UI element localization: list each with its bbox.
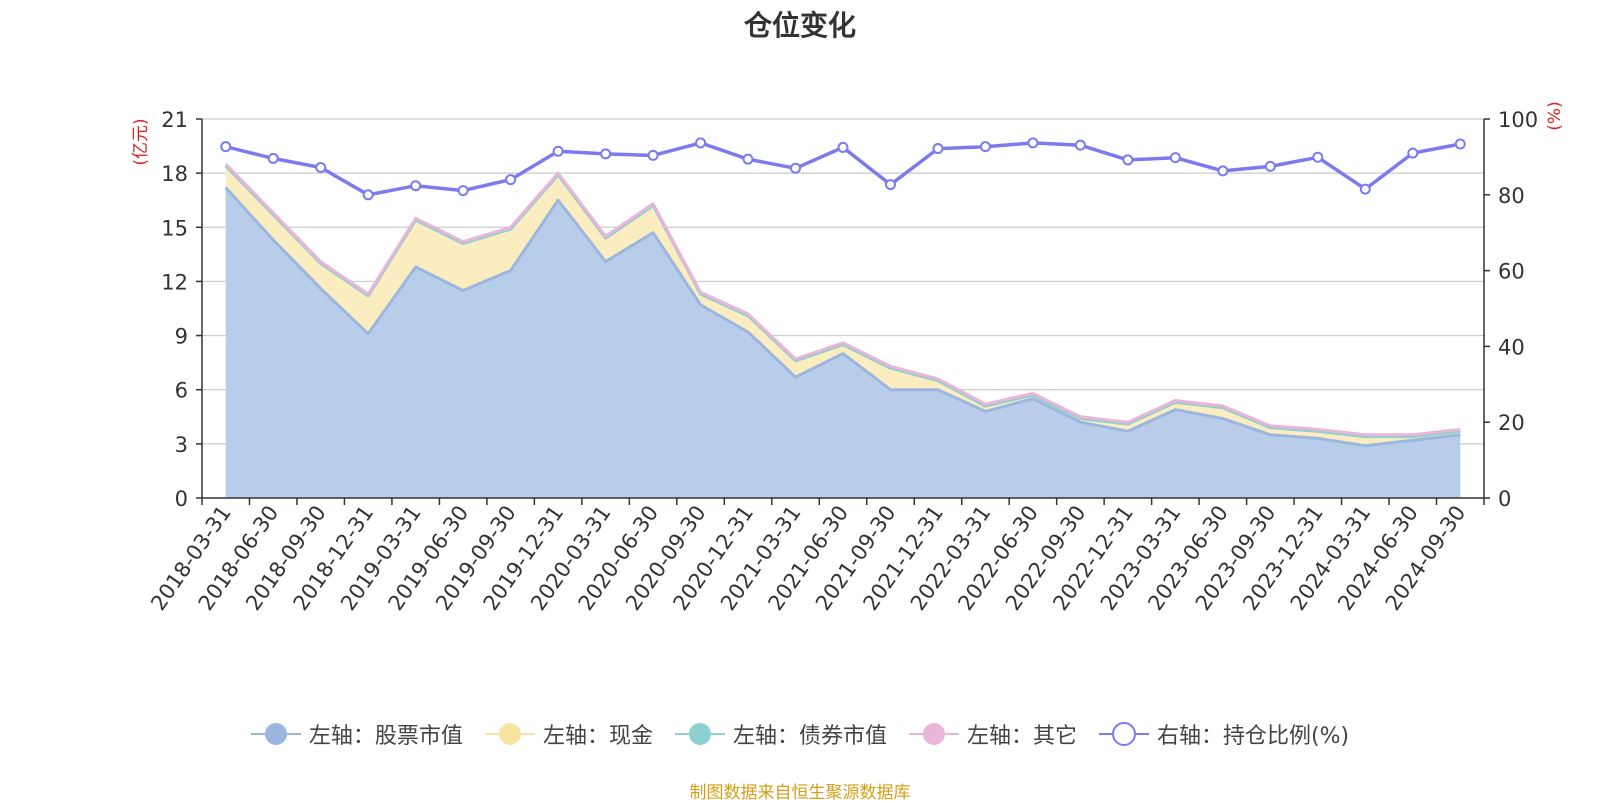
area-line-0	[224, 186, 1461, 448]
y-right-tick-label: 40	[1498, 335, 1525, 359]
ratio-point	[647, 149, 659, 161]
legend-item-cash[interactable]: 左轴：现金	[484, 718, 653, 750]
y-left-tick-label: 21	[161, 108, 188, 132]
ratio-point	[267, 152, 279, 164]
y-axis-right-label: (%)	[1545, 101, 1565, 130]
y-right-tick-label: 20	[1498, 411, 1525, 435]
area-series	[225, 164, 1461, 498]
ratio-point	[742, 153, 754, 165]
area-line-3	[224, 163, 1461, 437]
ratio-point	[1027, 137, 1039, 149]
y-left-tick-label: 3	[175, 433, 188, 457]
ratio-point	[410, 180, 422, 192]
ratio-point	[315, 162, 327, 174]
legend-label-stock: 左轴：股票市值	[308, 724, 463, 749]
y-axis-left-label: (亿元)	[131, 118, 151, 165]
ratio-point	[979, 141, 991, 153]
legend-item-other[interactable]: 左轴：其它	[908, 718, 1077, 750]
ratio-points	[220, 137, 1466, 201]
ratio-point	[1217, 165, 1229, 177]
ratio-point	[1074, 139, 1086, 151]
y-left-tick-label: 15	[161, 216, 188, 240]
ratio-point	[457, 185, 469, 197]
ratio-point	[695, 137, 707, 149]
ratio-point	[837, 141, 849, 153]
ratio-point	[790, 162, 802, 174]
y-left-tick-label: 9	[175, 325, 188, 349]
legend-item-bond[interactable]: 左轴：债券市值	[674, 718, 887, 750]
legend-swatch-cash	[484, 723, 535, 745]
y-right-tick-label: 0	[1498, 487, 1511, 511]
ratio-point	[1359, 183, 1371, 195]
ratio-point	[362, 189, 374, 201]
y-left-tick-label: 6	[175, 379, 188, 403]
area-line-2	[224, 164, 1461, 439]
ratio-point	[552, 145, 564, 157]
ratio-point	[1407, 147, 1419, 159]
legend-item-ratio[interactable]: 右轴：持仓比例(%)	[1098, 718, 1350, 750]
area-series-0	[225, 187, 1461, 498]
chart-title: 仓位变化	[743, 9, 856, 42]
y-left-tick-label: 18	[161, 162, 188, 186]
ratio-point	[932, 143, 944, 155]
legend-swatch-other	[908, 723, 959, 745]
legend-label-bond: 左轴：债券市值	[732, 724, 887, 749]
legend-swatch-ratio	[1098, 722, 1149, 746]
ratio-point	[1312, 151, 1324, 163]
legend-swatch-stock	[250, 723, 301, 745]
ratio-point	[220, 141, 232, 153]
y-left-tick-label: 0	[175, 487, 188, 511]
chart-canvas: 0369121518210204060801002018-03-312018-0…	[131, 101, 1565, 615]
ratio-point	[1264, 160, 1276, 172]
data-source-note: 制图数据来自恒生聚源数据库	[689, 783, 911, 803]
ratio-point	[505, 174, 517, 186]
legend-label-ratio: 右轴：持仓比例(%)	[1156, 724, 1350, 749]
y-right-tick-label: 80	[1498, 184, 1525, 208]
y-right-tick-label: 100	[1498, 108, 1538, 132]
y-left-tick-label: 12	[161, 270, 188, 294]
y-right-tick-label: 60	[1498, 260, 1525, 284]
series-lines	[224, 141, 1461, 448]
legend: 左轴：股票市值 左轴：现金 左轴：债券市值 左轴：其它 右轴：持仓比例(%)	[0, 718, 1600, 750]
legend-label-other: 左轴：其它	[966, 724, 1077, 749]
legend-item-stock[interactable]: 左轴：股票市值	[250, 718, 463, 750]
ratio-point	[884, 179, 896, 191]
ratio-point	[1169, 152, 1181, 164]
legend-swatch-bond	[674, 723, 725, 745]
ratio-point	[600, 148, 612, 160]
ratio-point	[1454, 138, 1466, 150]
ratio-point	[1122, 154, 1134, 166]
legend-label-cash: 左轴：现金	[542, 724, 653, 749]
